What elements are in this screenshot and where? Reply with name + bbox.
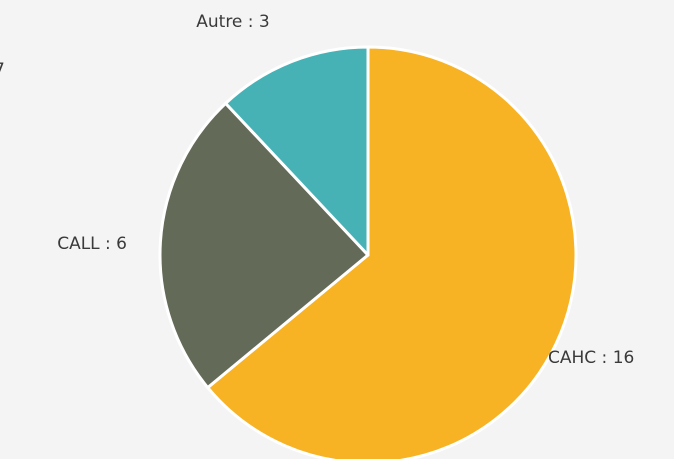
slice-label: CAHC : 16: [548, 348, 634, 368]
pie-slice: [206, 45, 578, 459]
pie-slice: [224, 45, 370, 257]
cut-off-label: 7: [0, 60, 5, 80]
pie-slice: [158, 101, 370, 390]
slice-label: Autre : 3: [196, 12, 270, 32]
slice-label: CALL : 6: [57, 234, 127, 254]
